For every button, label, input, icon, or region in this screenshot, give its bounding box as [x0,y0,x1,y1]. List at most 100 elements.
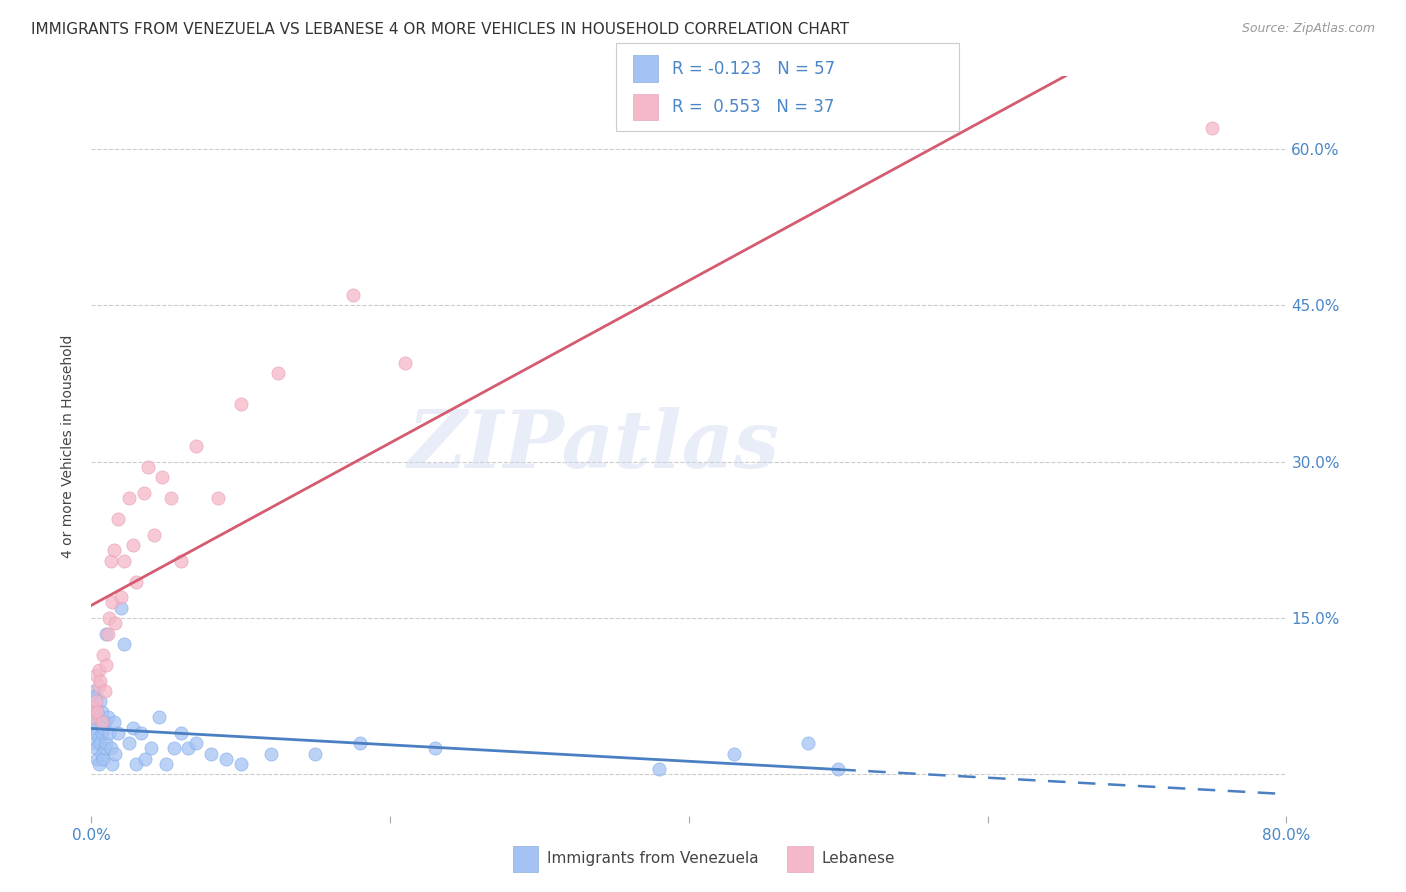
Point [87,663,110,677]
Point [93,648,115,662]
Point [394,355,416,369]
Point [96,736,118,750]
Point [90,705,112,719]
Point [94,741,117,756]
Point [170,725,193,739]
Point [104,616,127,631]
Point [110,591,132,605]
Point [143,527,166,541]
Point [83,699,105,714]
Point [94,715,117,730]
Point [86,705,108,719]
Point [229,757,252,772]
Point [184,439,207,453]
Point [98,725,121,739]
Point [100,741,122,756]
Point [100,554,122,568]
Point [723,747,745,761]
Point [101,757,124,772]
Text: IMMIGRANTS FROM VENEZUELA VS LEBANESE 4 OR MORE VEHICLES IN HOUSEHOLD CORRELATIO: IMMIGRANTS FROM VENEZUELA VS LEBANESE 4 … [31,22,849,37]
Point [83,715,105,730]
Point [141,741,163,756]
Point [349,736,371,750]
Point [103,715,125,730]
Point [93,752,115,766]
Point [87,731,110,745]
Point [84,694,107,708]
Point [159,491,181,505]
Point [89,694,111,708]
Point [267,366,290,380]
Point [259,747,281,761]
Point [229,397,252,411]
Text: ZIPatlas: ZIPatlas [408,408,779,484]
Point [101,595,124,609]
Point [648,762,671,776]
Point [103,543,125,558]
Point [86,752,108,766]
Text: Source: ZipAtlas.com: Source: ZipAtlas.com [1241,22,1375,36]
Point [110,600,132,615]
Point [118,736,141,750]
Point [342,287,364,301]
Point [200,747,222,761]
Point [98,611,121,625]
Text: Lebanese: Lebanese [821,852,894,866]
Point [129,725,152,739]
Y-axis label: 4 or more Vehicles in Household: 4 or more Vehicles in Household [62,334,76,558]
Point [89,736,111,750]
Point [118,491,141,505]
Point [177,741,200,756]
Point [82,710,104,724]
Point [150,470,173,484]
Point [827,762,849,776]
Point [207,491,229,505]
Point [82,721,104,735]
Point [83,736,105,750]
Point [134,752,156,766]
Point [84,710,107,724]
Point [136,459,159,474]
Text: R =  0.553   N = 37: R = 0.553 N = 37 [672,98,834,116]
Point [122,538,145,552]
Point [125,574,148,589]
Point [90,747,112,761]
Point [82,699,104,714]
Point [215,752,238,766]
Point [162,741,184,756]
Point [107,512,129,526]
Point [96,626,118,640]
Point [86,725,108,739]
Point [90,715,112,730]
Point [423,741,446,756]
Point [87,710,110,724]
Point [87,757,110,772]
Point [84,690,107,704]
Point [304,747,326,761]
Point [148,710,170,724]
Point [84,668,107,682]
Point [112,637,135,651]
Point [89,673,111,688]
Point [104,747,127,761]
Point [87,679,110,693]
Point [170,554,193,568]
Point [93,721,115,735]
Point [122,721,145,735]
Point [112,554,135,568]
Point [90,725,112,739]
Point [96,657,118,672]
Point [797,736,820,750]
Point [155,757,177,772]
Point [84,741,107,756]
Text: R = -0.123   N = 57: R = -0.123 N = 57 [672,60,835,78]
Point [97,626,120,640]
Point [184,736,207,750]
Text: Immigrants from Venezuela: Immigrants from Venezuela [547,852,759,866]
Point [125,757,148,772]
Point [1201,120,1223,135]
Point [132,486,155,500]
Point [86,705,108,719]
Point [107,725,129,739]
Point [97,710,120,724]
